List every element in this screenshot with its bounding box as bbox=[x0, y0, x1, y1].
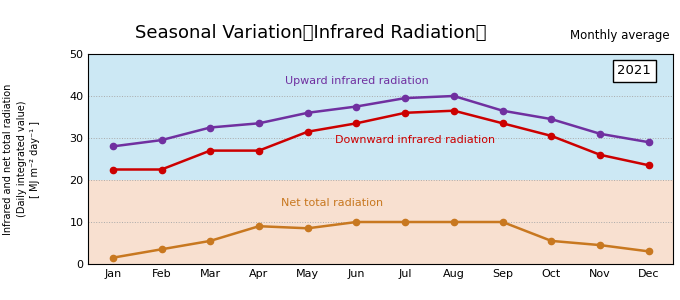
Text: Downward infrared radiation: Downward infrared radiation bbox=[335, 135, 495, 145]
Text: Net total radiation: Net total radiation bbox=[281, 198, 383, 208]
Text: 2021: 2021 bbox=[617, 64, 651, 77]
Bar bbox=[88, 54, 673, 180]
Text: Infrared and net total radiation
(Daily integrated value)
[ MJ m⁻² day⁻¹ ]: Infrared and net total radiation (Daily … bbox=[3, 83, 40, 235]
Bar bbox=[88, 180, 673, 264]
Text: Seasonal Variation（Infrared Radiation）: Seasonal Variation（Infrared Radiation） bbox=[135, 24, 486, 42]
Text: Upward infrared radiation: Upward infrared radiation bbox=[284, 76, 428, 86]
Text: Monthly average: Monthly average bbox=[570, 29, 670, 42]
